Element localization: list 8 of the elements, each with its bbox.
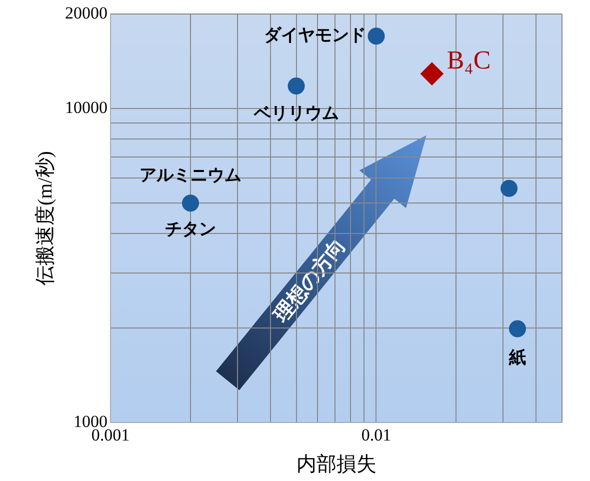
x-axis-title: 内部損失 — [296, 453, 376, 476]
y-tick-label: 10000 — [65, 98, 108, 118]
y-axis-title: 伝搬速度(m/秒) — [34, 151, 56, 286]
y-tick-label: 20000 — [65, 3, 108, 22]
series-label: B₄C — [446, 46, 491, 75]
x-tick-label: 0.01 — [361, 425, 392, 444]
annotation: ダイヤモンド — [264, 26, 366, 46]
annotation: 紙 — [508, 348, 526, 368]
